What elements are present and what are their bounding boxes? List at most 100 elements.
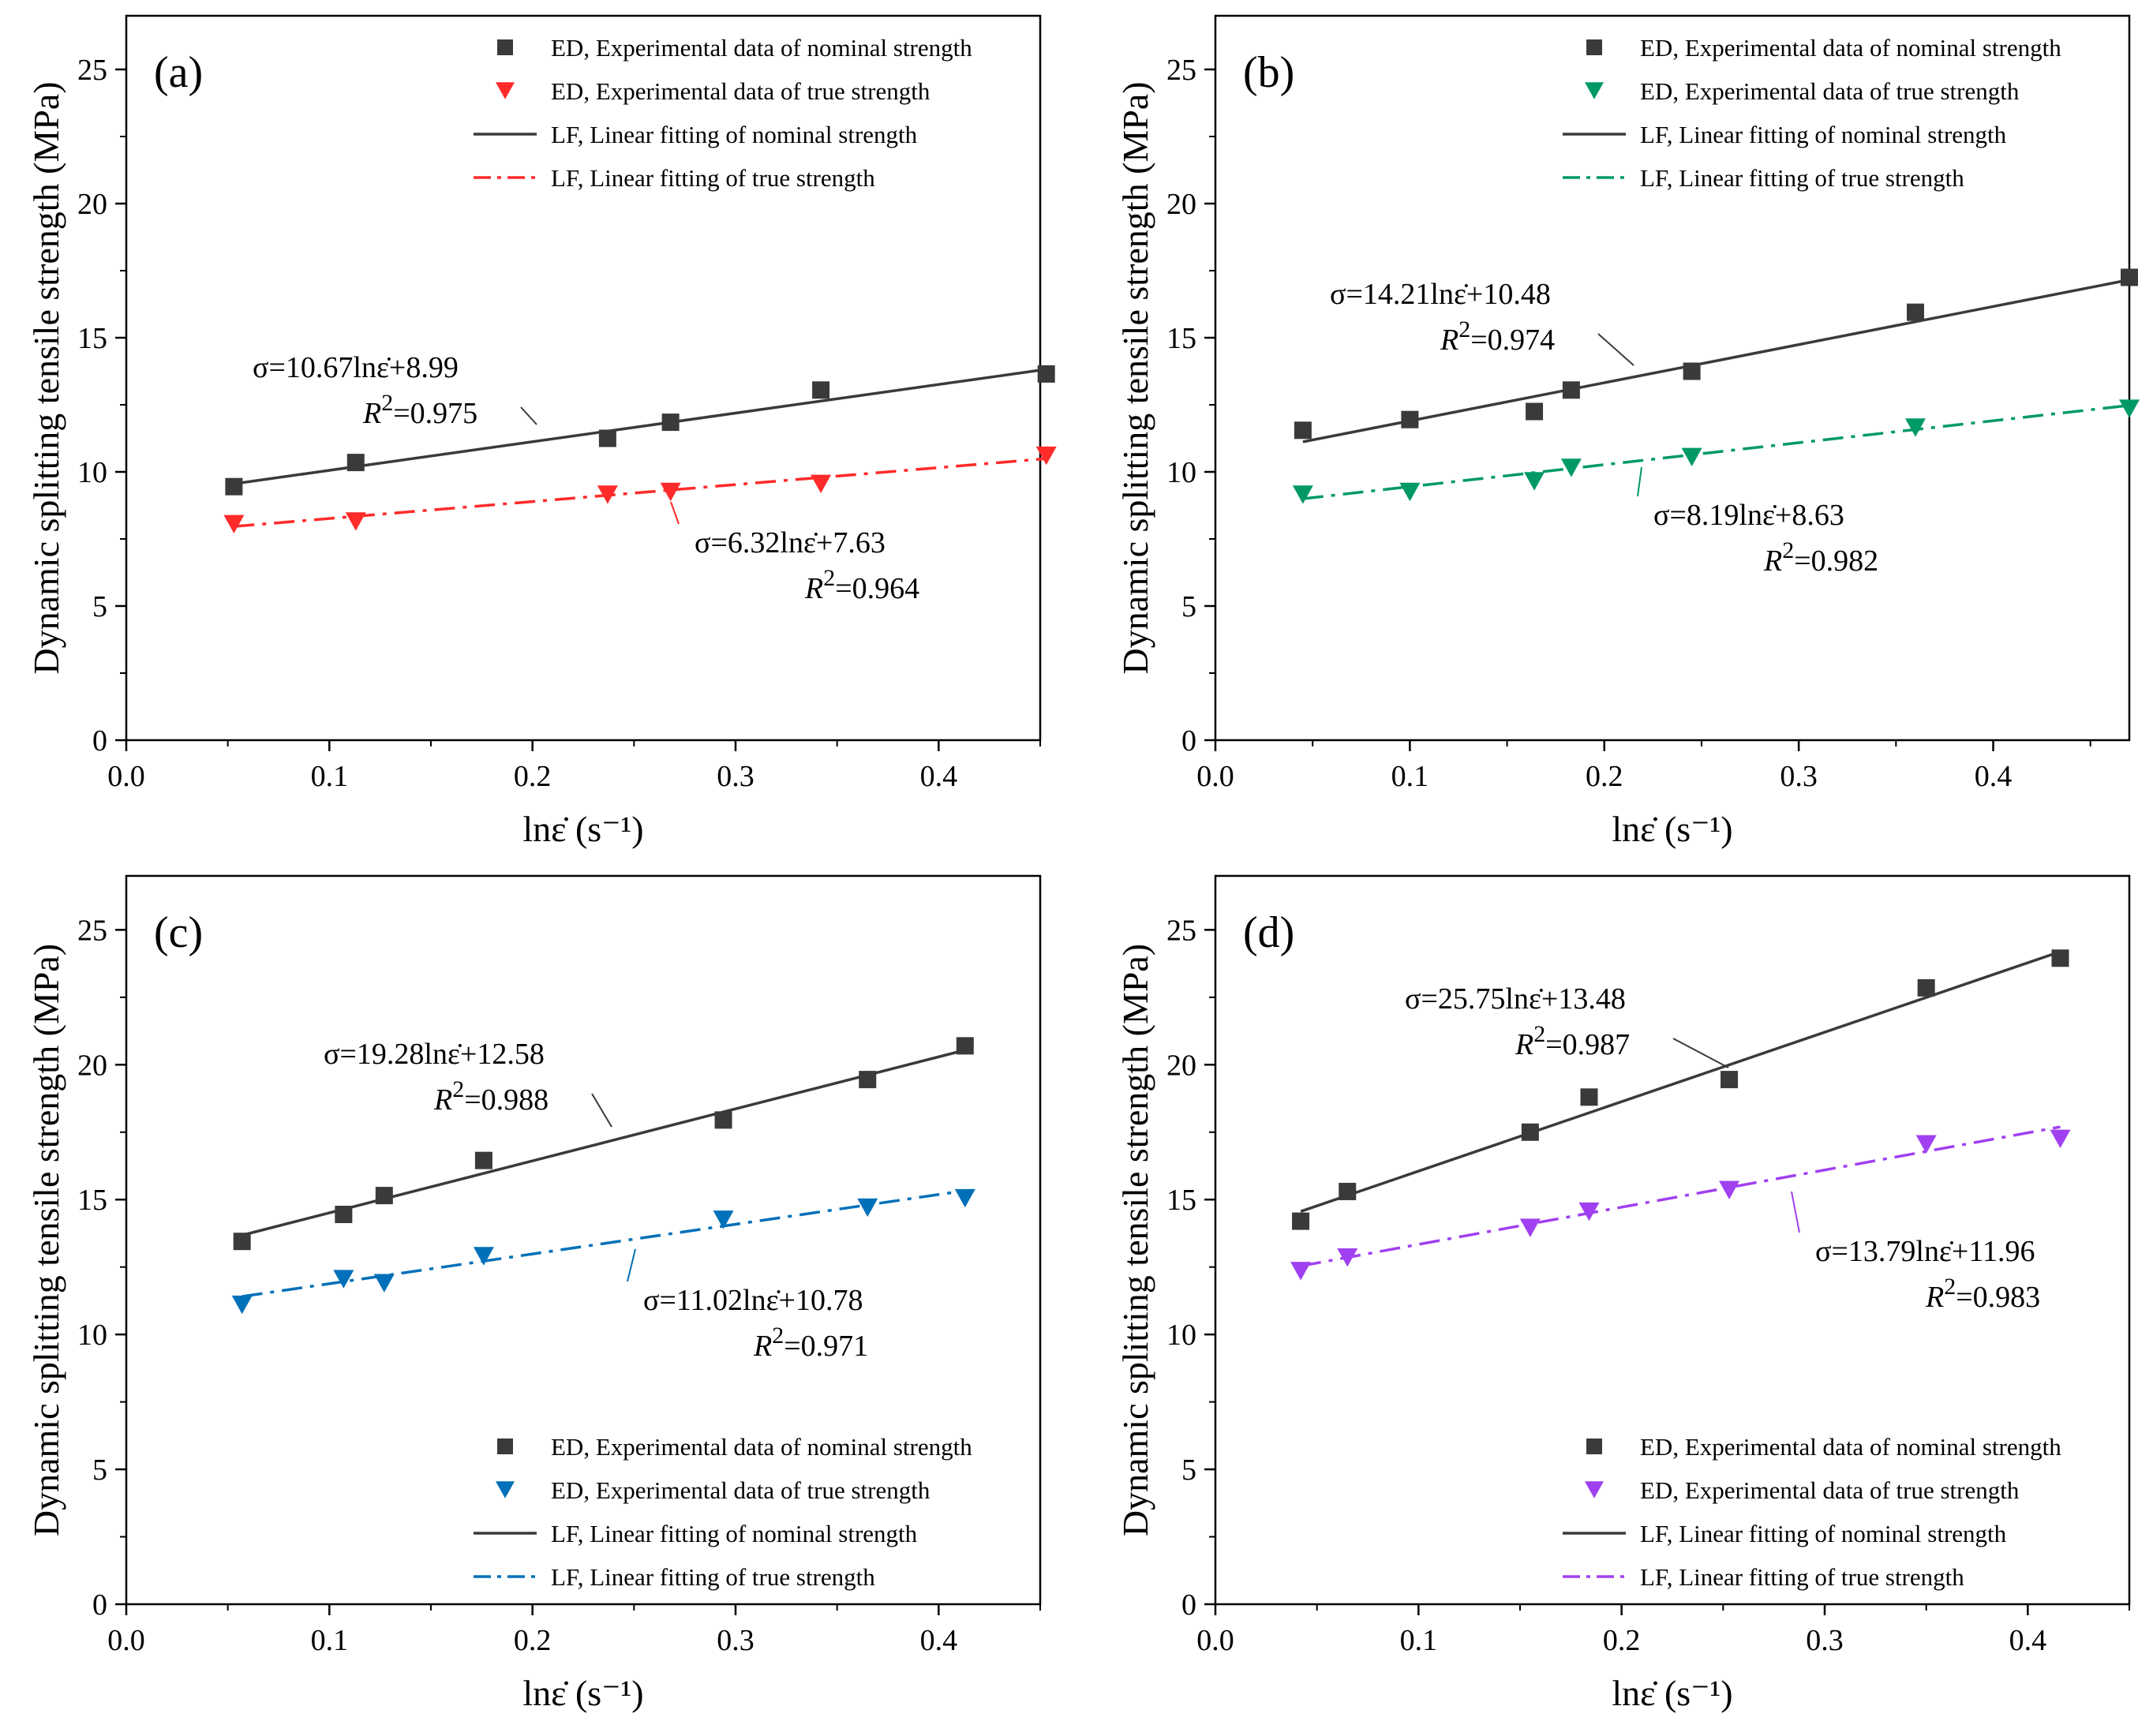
y-axis-title: Dynamic splitting tensile strength (MPa): [1115, 81, 1155, 674]
y-tick-label: 10: [1166, 456, 1196, 489]
chart-panel-2: 0.0 0.1 0.2 0.3 0.4 0 5 10 15 20 25 lnε̇ (s⁻¹) Dynam…: [1115, 14, 2140, 849]
panel-label: (d): [1243, 908, 1294, 957]
nominal-point: [1721, 1071, 1739, 1089]
fit-r-squared: R2=0.964: [804, 565, 919, 605]
y-ticks: 0 5 10 15 20 25: [1166, 914, 1215, 1622]
x-tick-label: 0.4: [1975, 760, 2013, 793]
nominal-point: [335, 1206, 353, 1224]
true-fit-line: [234, 457, 1047, 528]
x-axis-title: lnε̇ (s⁻¹): [522, 809, 643, 849]
annotation-leader-line: [520, 406, 537, 425]
true-point: [1337, 1248, 1358, 1267]
true-point: [2119, 399, 2140, 418]
x-tick-label: 0.2: [1603, 1624, 1641, 1657]
y-tick-label: 5: [92, 1454, 107, 1487]
true-point: [811, 474, 832, 493]
fit-lines: [242, 1049, 966, 1298]
true-point: [954, 1188, 975, 1208]
nominal-point: [1906, 303, 1924, 321]
data-points: [231, 1037, 975, 1315]
y-tick-label: 25: [77, 54, 107, 87]
y-ticks: 0 5 10 15 20 25: [77, 914, 126, 1622]
nominal-fit-line: [242, 1049, 966, 1237]
fit-equation: σ=19.28lnε̇+12.58: [324, 1038, 545, 1071]
fit-annotations: σ=19.28lnε̇+12.58 R2=0.988 σ=11.02lnε̇+10.…: [324, 1038, 868, 1363]
legend: ED, Experimental data of nominal strengt…: [1563, 1433, 2061, 1591]
y-tick-label: 15: [77, 322, 107, 355]
nominal-point: [661, 413, 680, 432]
x-tick-label: 0.0: [107, 1624, 145, 1657]
true-point: [713, 1210, 734, 1229]
data-points: [1292, 268, 2140, 504]
nominal-point: [2121, 268, 2138, 286]
x-tick-label: 0.2: [514, 760, 552, 793]
chart-panel-4: 0.0 0.1 0.2 0.3 0.4 0 5 10 15 20 25 lnε̇ (s⁻¹) Dynam…: [1115, 874, 2131, 1713]
fit-equation: σ=10.67lnε̇+8.99: [253, 351, 459, 384]
nominal-fit-line: [1302, 278, 2130, 443]
x-tick-label: 0.3: [1780, 760, 1818, 793]
true-point: [660, 482, 681, 502]
x-tick-label: 0.4: [920, 760, 958, 793]
y-tick-label: 5: [1181, 590, 1196, 623]
fit-equation: σ=6.32lnε̇+7.63: [695, 526, 886, 559]
chart-panel-1: 0.0 0.1 0.2 0.3 0.4 0 5 10 15 20 25 lnε̇ (s⁻¹) Dynam…: [26, 14, 1057, 849]
x-tick-label: 0.0: [1196, 1624, 1234, 1657]
nominal-point: [2051, 949, 2069, 967]
legend-entry: LF, Linear fitting of nominal strength: [1640, 1520, 2007, 1547]
true-point: [345, 512, 366, 531]
legend-entry: ED, Experimental data of true strength: [1640, 77, 2020, 105]
annotation-leader-line: [1672, 1038, 1729, 1068]
nominal-point: [956, 1037, 974, 1055]
annotation-leader-line: [627, 1248, 636, 1282]
legend-entry: ED, Experimental data of nominal strengt…: [551, 1433, 972, 1461]
y-axis-title: Dynamic splitting tensile strength (MPa): [1115, 944, 1155, 1536]
panel-label: (c): [154, 908, 203, 957]
y-tick-label: 0: [1181, 1588, 1196, 1622]
true-point: [223, 514, 245, 533]
legend-true-marker: [1585, 1481, 1604, 1498]
y-tick-label: 20: [1166, 1049, 1196, 1082]
x-tick-label: 0.1: [1400, 1624, 1438, 1657]
true-point: [2050, 1129, 2071, 1149]
x-axis-title: lnε̇ (s⁻¹): [522, 1673, 643, 1713]
true-point: [1719, 1180, 1740, 1199]
annotation-leader-line: [670, 501, 680, 525]
annotation-leader-line: [1597, 333, 1634, 366]
fit-lines: [1302, 278, 2130, 500]
nominal-point: [375, 1187, 393, 1205]
fit-equation: σ=25.75lnε̇+13.48: [1405, 982, 1626, 1016]
chart-panel-3: 0.0 0.1 0.2 0.3 0.4 0 5 10 15 20 25 lnε̇ (s⁻¹) Dynam…: [26, 874, 1042, 1713]
y-tick-label: 0: [92, 724, 107, 758]
legend-entry: ED, Experimental data of true strength: [551, 77, 930, 105]
y-tick-label: 0: [1181, 724, 1196, 758]
nominal-point: [1037, 365, 1055, 383]
legend-true-marker: [496, 82, 515, 99]
legend-true-marker: [1585, 82, 1604, 99]
plot-frame: [1214, 14, 2131, 742]
y-tick-label: 25: [77, 914, 107, 947]
legend-entry: ED, Experimental data of nominal strengt…: [551, 34, 972, 62]
y-tick-label: 15: [77, 1184, 107, 1217]
x-ticks: 0.0 0.1 0.2 0.3 0.4: [1196, 1604, 2130, 1657]
x-tick-label: 0.0: [1196, 760, 1234, 793]
annotation-leader-line: [1637, 466, 1642, 497]
x-tick-label: 0.4: [920, 1624, 958, 1657]
legend: ED, Experimental data of nominal strengt…: [1563, 34, 2061, 192]
legend-entry: LF, Linear fitting of nominal strength: [551, 121, 918, 148]
fit-equation: σ=11.02lnε̇+10.78: [643, 1284, 863, 1317]
y-tick-label: 15: [1166, 1184, 1196, 1217]
nominal-point: [1292, 1212, 1310, 1230]
x-ticks: 0.0 0.1 0.2 0.3 0.4: [107, 1604, 1041, 1657]
x-tick-label: 0.2: [1586, 760, 1623, 793]
x-ticks: 0.0 0.1 0.2 0.3 0.4: [107, 740, 1041, 793]
annotation-leader-line: [591, 1093, 612, 1128]
annotation-leader-line: [1791, 1191, 1800, 1233]
y-ticks: 0 5 10 15 20 25: [77, 54, 126, 758]
true-point: [1290, 1262, 1312, 1281]
x-tick-label: 0.1: [311, 760, 349, 793]
nominal-fit-line: [234, 368, 1047, 485]
fit-lines: [234, 368, 1047, 528]
y-tick-label: 10: [77, 456, 107, 489]
true-point: [1035, 446, 1057, 466]
x-tick-label: 0.1: [311, 1624, 349, 1657]
